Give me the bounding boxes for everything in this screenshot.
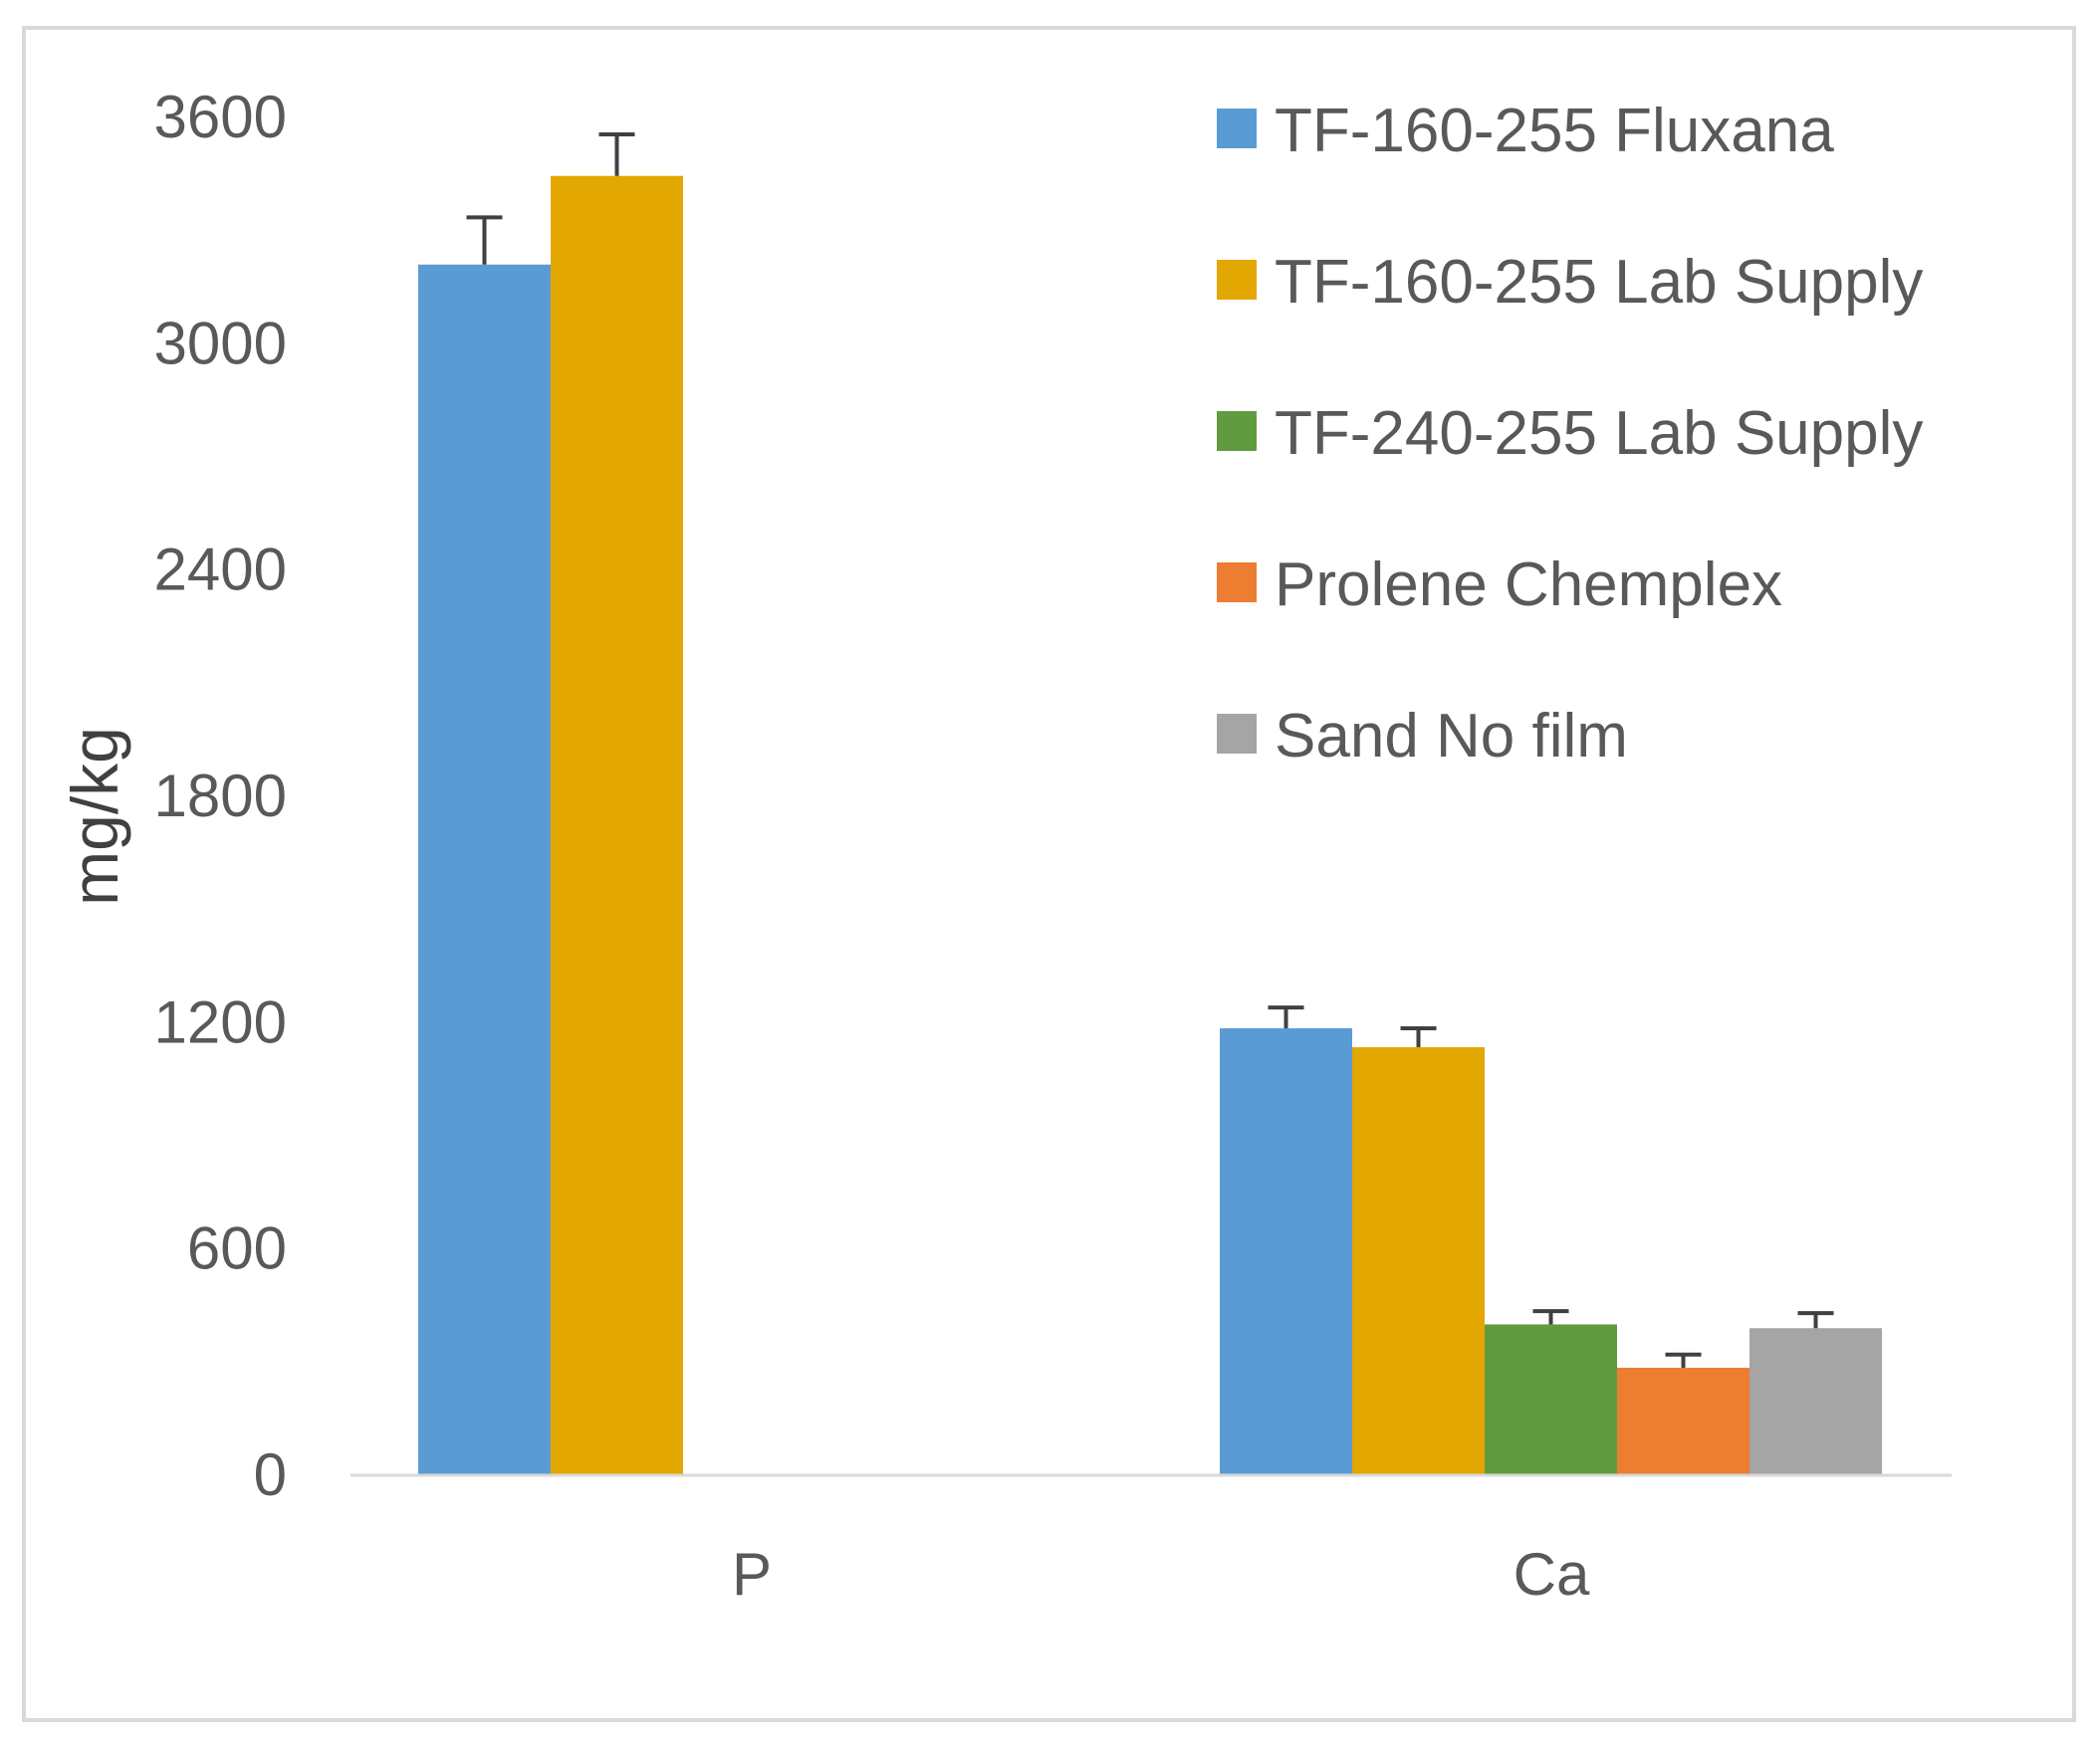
y-tick-label: 3600 [154, 84, 287, 150]
x-axis-categories: P Ca [732, 1541, 1590, 1608]
y-axis-ticks: 0 600 1200 1800 2400 3000 3600 [154, 84, 287, 1508]
y-tick-label: 0 [254, 1441, 287, 1508]
legend-label: Prolene Chemplex [1275, 550, 1782, 619]
legend: TF-160-255 Fluxana TF-160-255 Lab Supply T… [1217, 97, 1923, 770]
legend-swatch [1217, 562, 1257, 602]
y-axis-label: mg/kg [58, 727, 131, 906]
bar-p-series-1 [418, 264, 551, 1476]
y-tick-label: 2400 [154, 537, 287, 603]
bars [418, 132, 1882, 1476]
bar-ca-series-4 [1617, 1368, 1750, 1475]
x-category-label: Ca [1514, 1541, 1590, 1608]
legend-swatch [1217, 109, 1257, 148]
legend-label: TF-240-255 Lab Supply [1275, 399, 1923, 468]
legend-swatch [1217, 714, 1257, 754]
legend-label: Sand No film [1275, 702, 1628, 770]
bar-ca-series-2 [1352, 1046, 1485, 1475]
x-category-label: P [732, 1541, 772, 1608]
y-tick-label: 600 [187, 1215, 287, 1282]
legend-label: TF-160-255 Fluxana [1275, 97, 1834, 165]
bar-ca-series-1 [1220, 1028, 1352, 1475]
y-tick-label: 3000 [154, 310, 287, 376]
y-tick-label: 1200 [154, 988, 287, 1055]
bar-p-series-2 [551, 175, 683, 1475]
bar-ca-series-5 [1750, 1328, 1882, 1475]
legend-swatch [1217, 411, 1257, 451]
legend-swatch [1217, 260, 1257, 300]
y-tick-label: 1800 [154, 763, 287, 829]
legend-label: TF-160-255 Lab Supply [1275, 248, 1923, 317]
bar-ca-series-3 [1485, 1324, 1617, 1475]
